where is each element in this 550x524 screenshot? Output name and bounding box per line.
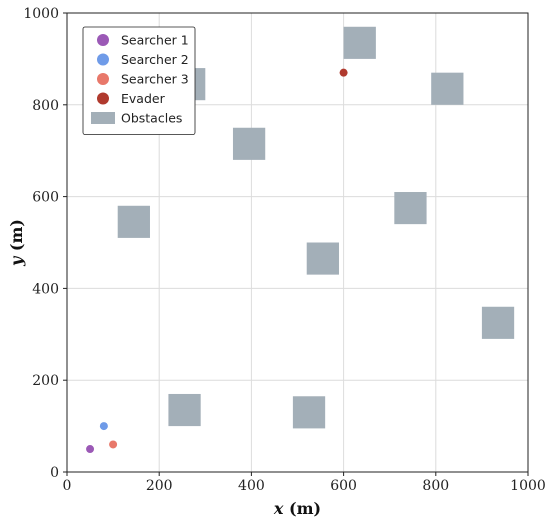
legend-label: Obstacles xyxy=(121,111,182,126)
legend-marker xyxy=(97,34,109,46)
legend-label: Searcher 1 xyxy=(121,33,189,48)
legend-marker xyxy=(97,73,109,85)
x-tick-label: 0 xyxy=(63,478,72,494)
legend-marker xyxy=(97,53,109,66)
plot-frame xyxy=(66,12,529,473)
point-evader xyxy=(339,68,348,77)
obstacle xyxy=(232,127,266,160)
ticks: 0 200 400 600 800 1000 0 200 400 600 800 1000 xyxy=(23,6,545,494)
point-searcher-1 xyxy=(86,445,95,454)
y-tick-label: 0 xyxy=(50,465,59,481)
x-axis-unit: (m) xyxy=(283,499,321,518)
obstacle xyxy=(292,396,326,429)
obstacle xyxy=(343,26,376,59)
x-axis-variable: x xyxy=(273,499,284,518)
legend-marker xyxy=(97,92,109,105)
x-tick-label: 200 xyxy=(146,478,173,494)
obstacle xyxy=(394,192,427,225)
point-searcher-3 xyxy=(109,440,118,449)
y-axis-unit: (m) xyxy=(7,219,26,257)
x-axis-label: x (m) xyxy=(273,499,321,518)
y-tick-label: 400 xyxy=(32,281,59,297)
obstacle xyxy=(117,205,150,238)
obstacle xyxy=(306,242,339,275)
points xyxy=(86,68,348,454)
y-tick-label: 600 xyxy=(32,190,59,206)
y-tick-label: 800 xyxy=(32,98,59,114)
obstacle xyxy=(431,72,464,105)
x-tick-label: 800 xyxy=(422,478,449,494)
legend-label: Evader xyxy=(121,91,166,106)
x-tick-label: 400 xyxy=(238,478,265,494)
obstacles xyxy=(117,26,515,429)
x-tick-label: 600 xyxy=(330,478,357,494)
legend-box xyxy=(82,26,196,135)
legend-label: Searcher 2 xyxy=(121,52,189,67)
y-axis-label: y (m) xyxy=(7,219,26,267)
obstacle xyxy=(481,306,515,339)
y-tick-label: 200 xyxy=(32,373,59,389)
y-axis-variable: y xyxy=(7,255,26,267)
obstacle xyxy=(168,393,201,427)
legend-label: Searcher 3 xyxy=(121,72,189,87)
point-searcher-2 xyxy=(99,422,108,431)
y-tick-label: 1000 xyxy=(23,6,59,22)
x-tick-label: 1000 xyxy=(510,478,546,494)
legend-marker xyxy=(91,112,115,124)
legend: Searcher 1 Searcher 2 Searcher 3 Evader Obst… xyxy=(82,26,196,135)
